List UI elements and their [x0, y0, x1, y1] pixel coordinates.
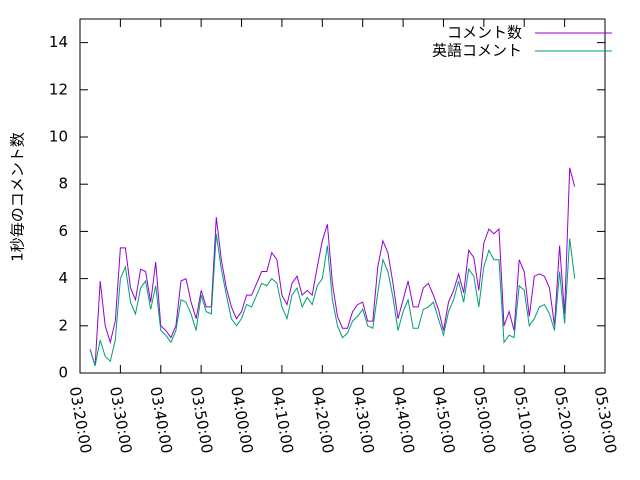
- legend-label: 英語コメント: [432, 42, 522, 60]
- x-tick-label: 04:00:00: [227, 385, 256, 454]
- x-tick-label: 03:50:00: [187, 385, 216, 454]
- legend-label: コメント数: [447, 24, 522, 42]
- x-tick-label: 05:00:00: [469, 385, 498, 454]
- x-tick-label: 03:30:00: [106, 385, 135, 454]
- y-tick-label: 0: [58, 364, 68, 382]
- y-tick-label: 6: [58, 222, 68, 240]
- y-tick-label: 4: [58, 269, 68, 287]
- y-tick-label: 8: [58, 175, 68, 193]
- x-tick-label: 03:20:00: [66, 385, 95, 454]
- x-tick-label: 05:20:00: [550, 385, 579, 454]
- x-tick-label: 03:40:00: [146, 385, 175, 454]
- y-tick-label: 12: [49, 80, 68, 98]
- x-tick-label: 05:10:00: [510, 385, 539, 454]
- series-line: [89, 167, 576, 367]
- x-tick-label: 04:10:00: [268, 385, 297, 454]
- series-line: [89, 233, 576, 367]
- x-tick-label: 04:20:00: [308, 385, 337, 454]
- y-axis-label: 1秒毎のコメント数: [9, 132, 27, 262]
- x-tick-label: 04:40:00: [389, 385, 418, 454]
- y-tick-label: 14: [49, 33, 68, 51]
- x-tick-label: 05:30:00: [591, 385, 620, 454]
- y-tick-label: 2: [58, 316, 68, 334]
- plot-border: [79, 18, 606, 374]
- x-tick-label: 04:30:00: [348, 385, 377, 454]
- x-tick-label: 04:50:00: [429, 385, 458, 454]
- y-tick-label: 10: [49, 128, 68, 146]
